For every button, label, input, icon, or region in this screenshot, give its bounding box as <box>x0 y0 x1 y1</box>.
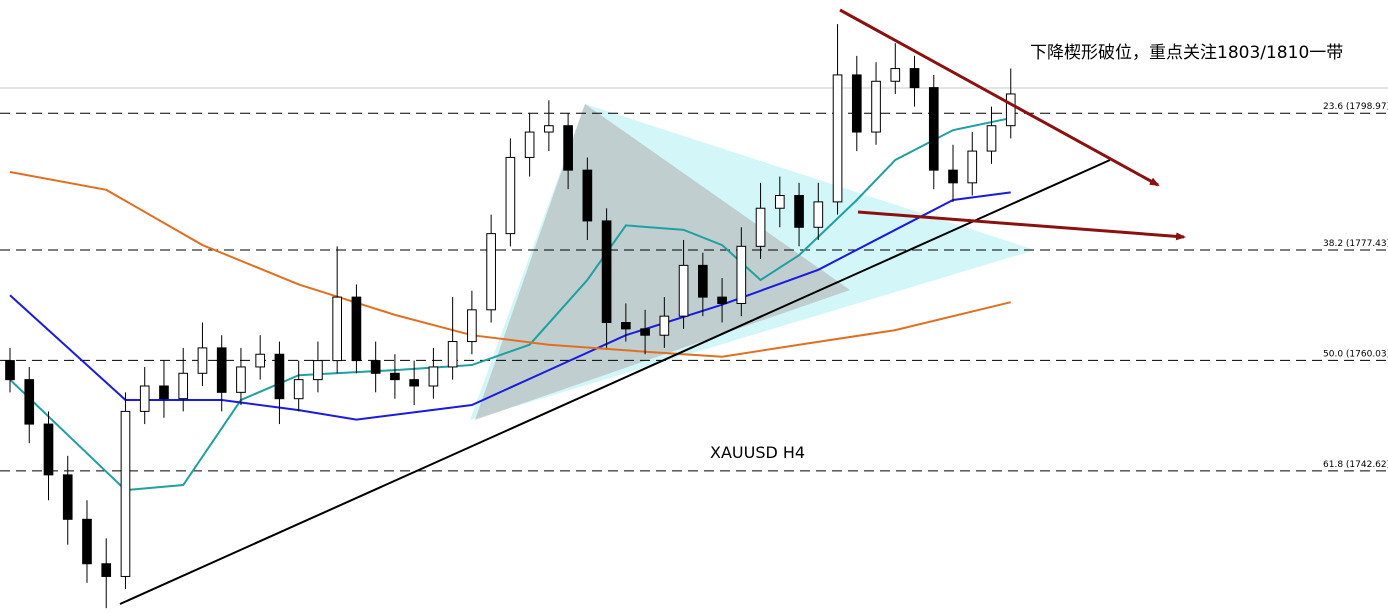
candle-body <box>871 80 881 133</box>
gray-triangle <box>475 104 850 420</box>
drawings <box>0 87 1388 420</box>
candle-body <box>640 328 650 336</box>
fib-label: 61.8 (1742.62) <box>1323 460 1388 470</box>
candle-body <box>659 315 670 336</box>
fib-label: 23.6 (1798.97) <box>1323 102 1388 112</box>
candle-body <box>390 372 400 381</box>
candle-body <box>24 379 35 425</box>
wedge-upper-line <box>839 8 1160 187</box>
candle-body <box>563 125 573 171</box>
candle-body <box>851 74 862 133</box>
candle-body <box>255 353 266 368</box>
moving-average <box>9 171 1011 358</box>
candle-body <box>293 379 304 400</box>
candle-body <box>274 353 285 400</box>
candle-body <box>890 68 901 82</box>
candle-body <box>409 379 419 387</box>
candle-body <box>370 360 381 374</box>
symbol-label: XAUUSD H4 <box>710 443 805 462</box>
candle-body <box>120 410 131 577</box>
candle-body <box>216 347 227 393</box>
candle-body <box>967 150 978 184</box>
wedge-lower-line <box>857 210 1186 241</box>
candle-body <box>717 296 727 304</box>
fib-label: 50.0 (1760.03) <box>1323 349 1388 359</box>
candle-body <box>467 309 477 343</box>
candle-body <box>582 169 593 222</box>
candle-body <box>755 207 766 247</box>
candle-body <box>447 341 458 368</box>
candle-body <box>313 360 323 381</box>
candle-body <box>351 296 362 362</box>
candle-body <box>544 125 554 133</box>
candle-body <box>5 360 15 381</box>
candle-body <box>621 322 631 330</box>
trendlines <box>119 8 1186 605</box>
candle-body <box>832 74 843 203</box>
fib-label: 38.2 (1777.43) <box>1323 239 1388 249</box>
candle-body <box>928 87 939 171</box>
candle-body <box>736 245 747 304</box>
candle-body <box>678 264 689 317</box>
candle-body <box>159 385 169 400</box>
candle-body <box>486 233 496 311</box>
candle-body <box>82 518 92 565</box>
candle-body <box>505 156 516 235</box>
candle-body <box>986 125 997 152</box>
candle-body <box>62 474 73 520</box>
candle-body <box>813 201 824 228</box>
candle-body <box>1005 93 1016 127</box>
annotation: 下降楔形破位，重点关注1803/1810一带 <box>1030 43 1343 63</box>
candle-body <box>178 372 189 400</box>
candle-body <box>948 169 958 184</box>
candle-body <box>197 347 208 374</box>
candle-body <box>601 220 612 324</box>
candle-body <box>101 563 112 577</box>
candle-body <box>139 385 150 412</box>
candle-body <box>909 68 920 89</box>
candle-body <box>524 131 535 158</box>
candle-body <box>774 195 785 209</box>
candle-body <box>794 195 804 228</box>
candle-body <box>698 264 708 298</box>
candle-body <box>236 366 246 393</box>
candle-body <box>428 366 439 387</box>
candle-body <box>332 296 343 362</box>
candle-body <box>43 423 54 476</box>
support-line <box>119 159 1111 605</box>
